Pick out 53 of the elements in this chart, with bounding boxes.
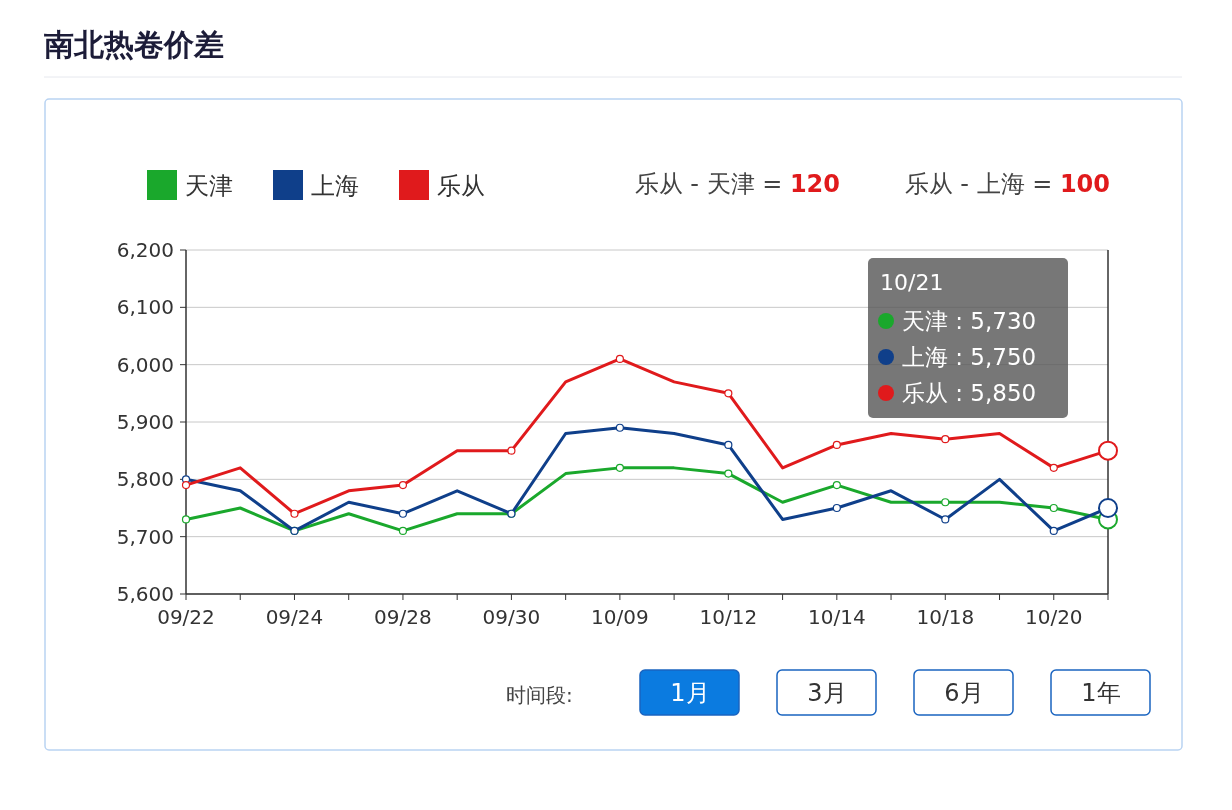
x-tick-label: 10/20 — [1024, 605, 1083, 629]
point — [290, 509, 299, 518]
x-tick-label: 10/18 — [916, 605, 975, 629]
point — [507, 446, 516, 455]
y-tick-label: 5,600 — [116, 582, 174, 606]
x-tick-label: 09/30 — [482, 605, 541, 629]
text: 3月 — [807, 679, 847, 707]
point — [941, 498, 950, 507]
point — [615, 423, 624, 432]
y-tick-label: 5,700 — [116, 524, 174, 549]
point — [941, 515, 950, 524]
point — [615, 463, 624, 472]
y-tick-label: 6,000 — [116, 352, 174, 377]
point — [724, 389, 733, 398]
point — [615, 354, 624, 364]
text: 时间段: — [506, 683, 573, 707]
annotation: 上海 : 5,750 — [902, 344, 1037, 370]
point — [181, 515, 191, 524]
legend-label: 乐从 — [437, 172, 485, 200]
text: 1月 — [670, 679, 710, 707]
point — [398, 509, 408, 518]
x-tick-label: 09/24 — [265, 605, 324, 629]
point — [832, 503, 841, 513]
x-tick-label: 10/12 — [699, 605, 758, 629]
point — [1049, 463, 1058, 472]
point — [398, 480, 408, 490]
point — [832, 440, 841, 450]
text: 6月 — [944, 679, 984, 707]
legend-label: 天津 — [185, 172, 233, 200]
x-tick-label: 10/14 — [808, 605, 866, 629]
text: 乐从 - 上海 = 100 — [904, 170, 1110, 198]
annotation: 10/21 — [880, 270, 944, 295]
point — [724, 440, 733, 450]
y-tick-label: 5,800 — [116, 467, 174, 492]
annotation: 乐从 : 5,850 — [902, 380, 1037, 406]
text: 乐从 - 天津 = 120 — [634, 170, 840, 198]
point — [1049, 503, 1058, 513]
chart-title: 南北热卷价差 — [44, 27, 224, 62]
x-tick-label: 09/22 — [157, 605, 215, 629]
y-tick-label: 5,900 — [116, 410, 174, 434]
text: 1年 — [1081, 679, 1121, 707]
point — [1049, 526, 1058, 536]
point — [181, 480, 191, 490]
point — [724, 469, 733, 478]
x-tick-label: 10/09 — [591, 605, 649, 629]
y-tick-label: 6,200 — [116, 238, 174, 262]
y-tick-label: 6,100 — [116, 295, 174, 320]
point — [832, 480, 841, 490]
point — [398, 526, 408, 536]
point — [941, 435, 950, 444]
legend-label: 上海 — [311, 172, 359, 200]
x-tick-label: 09/28 — [374, 605, 432, 629]
annotation: 天津 : 5,730 — [902, 308, 1037, 334]
